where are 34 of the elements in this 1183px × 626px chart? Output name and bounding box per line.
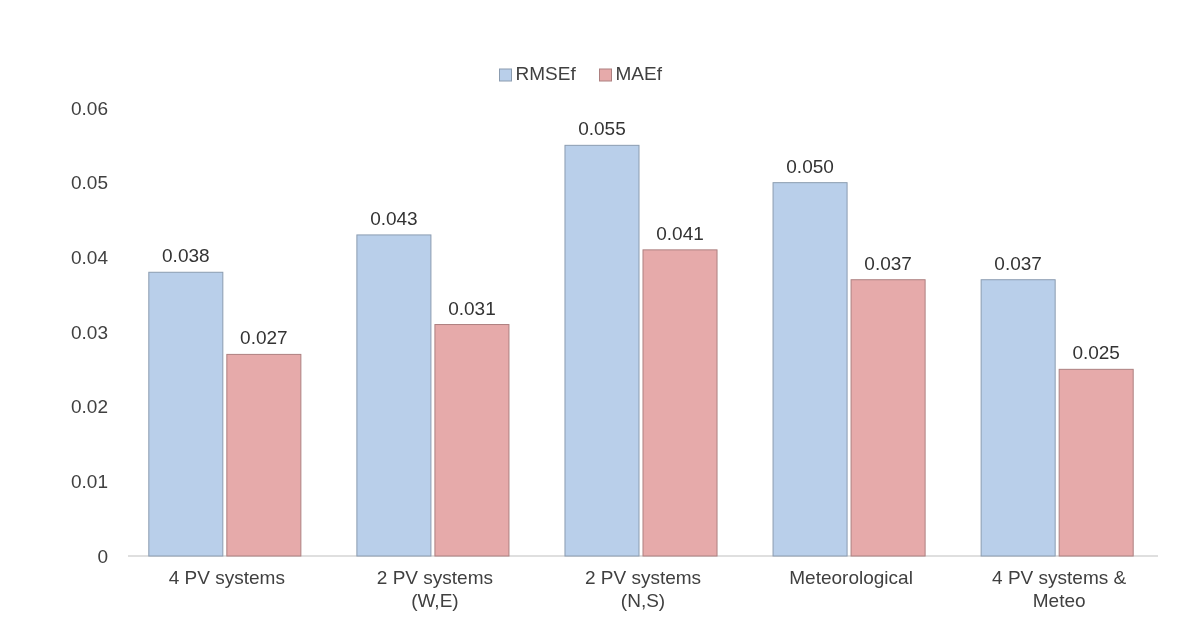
y-tick-label: 0.04 bbox=[71, 246, 109, 268]
y-tick-label: 0.02 bbox=[71, 396, 108, 418]
y-tick-label: 0.01 bbox=[71, 470, 108, 492]
bar bbox=[226, 353, 302, 557]
x-tick-label: Meteorological bbox=[789, 567, 913, 588]
y-tick-label: 0.03 bbox=[71, 321, 108, 343]
data-label: 0.038 bbox=[162, 245, 210, 267]
legend-label: RMSEf bbox=[515, 63, 577, 84]
data-label: 0.055 bbox=[578, 118, 626, 140]
data-label: 0.031 bbox=[448, 297, 496, 319]
y-tick-label: 0.05 bbox=[71, 172, 108, 194]
data-label: 0.027 bbox=[240, 327, 288, 349]
bar bbox=[1058, 368, 1134, 557]
bar bbox=[980, 279, 1056, 557]
data-label: 0.050 bbox=[786, 155, 834, 177]
data-label: 0.043 bbox=[370, 207, 418, 229]
bar bbox=[356, 234, 432, 557]
data-label: 0.041 bbox=[656, 222, 704, 244]
x-tick-label: 2 PV systems (N,S) bbox=[584, 567, 702, 611]
bar bbox=[642, 249, 718, 557]
bar bbox=[772, 182, 848, 557]
data-label: 0.025 bbox=[1072, 342, 1120, 364]
y-tick-label: 0.06 bbox=[71, 97, 108, 119]
x-tick-label: 2 PV systems (W,E) bbox=[376, 567, 493, 611]
legend-label: MAEf bbox=[615, 63, 663, 84]
data-label: 0.037 bbox=[994, 252, 1042, 274]
bar bbox=[148, 271, 224, 557]
bar bbox=[564, 144, 640, 557]
bar bbox=[850, 279, 926, 557]
y-tick-label: 0 bbox=[97, 545, 108, 567]
bar bbox=[434, 324, 510, 557]
x-tick-label: 4 PV systems bbox=[168, 567, 285, 588]
data-label: 0.037 bbox=[864, 252, 912, 274]
x-tick-label: 4 PV systems & Meteo bbox=[992, 567, 1127, 611]
